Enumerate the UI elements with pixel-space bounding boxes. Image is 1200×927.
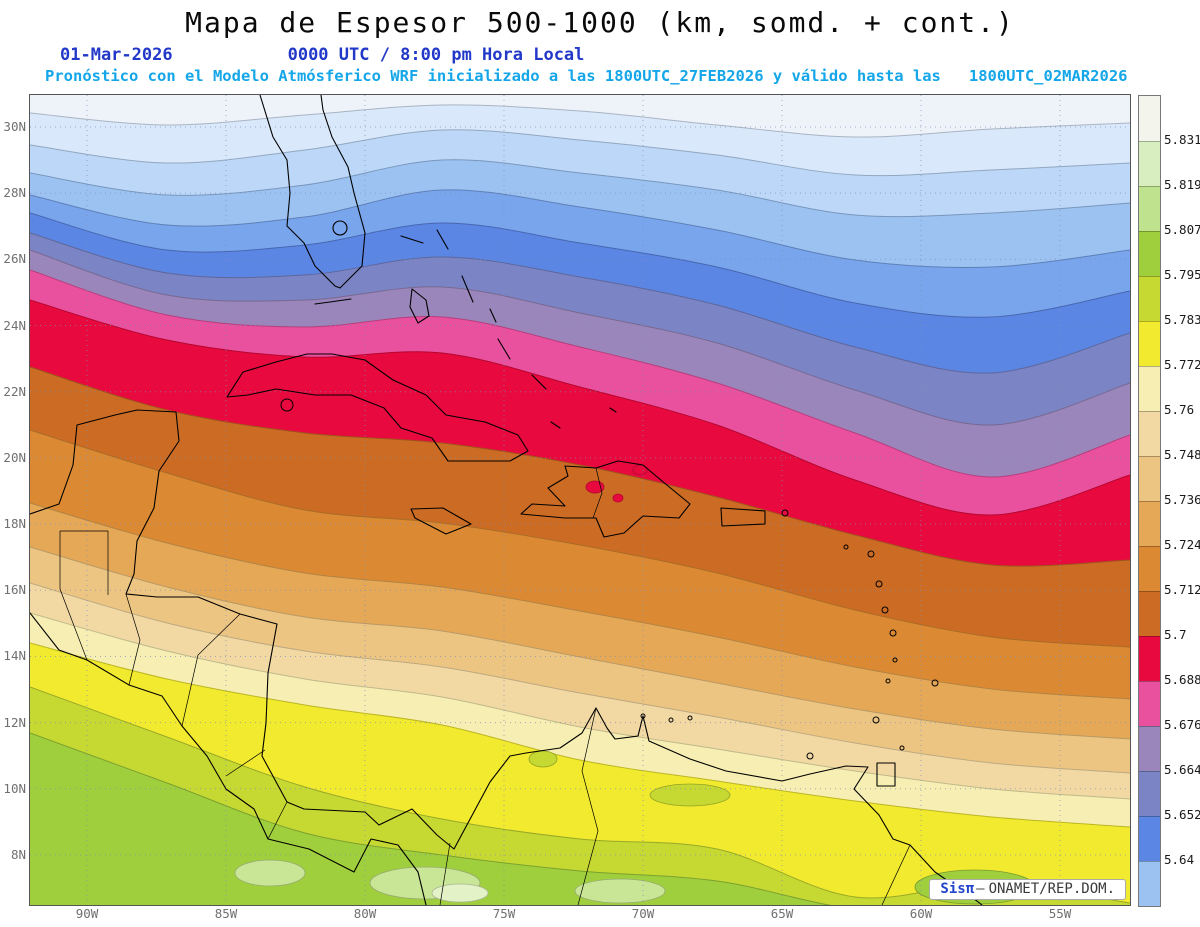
colorbar-segment	[1139, 861, 1160, 906]
lat-label: 14N	[3, 648, 26, 664]
watermark-separator: –	[976, 881, 985, 897]
colorbar-segment	[1139, 546, 1160, 591]
colorbar-segment	[1139, 96, 1160, 141]
colorbar-segment	[1139, 411, 1160, 456]
colorbar-value-label: 5.676	[1164, 717, 1200, 732]
run-datetime-line: 01-Mar-2026 0000 UTC / 8:00 pm Hora Local	[60, 45, 584, 65]
lat-label: 28N	[3, 185, 26, 201]
colorbar-segment	[1139, 456, 1160, 501]
lat-label: 8N	[10, 846, 26, 862]
colorbar-value-label: 5.7	[1164, 627, 1187, 642]
colorbar-segment	[1139, 366, 1160, 411]
lat-label: 26N	[3, 251, 26, 267]
lon-label: 80W	[353, 906, 377, 921]
colorbar-segment	[1139, 681, 1160, 726]
colorbar	[1138, 95, 1161, 907]
colorbar-segment	[1139, 591, 1160, 636]
forecast-text: Pronóstico con el Modelo Atmósferico WRF…	[45, 67, 941, 85]
forecast-line: Pronóstico con el Modelo Atmósferico WRF…	[45, 67, 1128, 85]
colorbar-segment	[1139, 726, 1160, 771]
lon-label: 85W	[214, 906, 238, 921]
colorbar-segment	[1139, 771, 1160, 816]
thickness-map-svg	[30, 95, 1130, 905]
lon-label: 65W	[770, 906, 794, 921]
colorbar-value-label: 5.76	[1164, 402, 1195, 417]
colorbar-value-label: 5.712	[1164, 582, 1200, 597]
lat-label: 12N	[3, 714, 26, 730]
run-time: 0000 UTC / 8:00 pm Hora Local	[287, 45, 585, 65]
colorbar-value-label: 5.807	[1164, 222, 1200, 237]
colorbar-value-label: 5.772	[1164, 357, 1200, 372]
watermark-org: ONAMET/REP.DOM.	[988, 881, 1115, 897]
watermark-brand: Sisπ	[940, 881, 975, 897]
colorbar-segment	[1139, 636, 1160, 681]
page-title: Mapa de Espesor 500-1000 (km, somd. + co…	[185, 6, 1015, 39]
colorbar-value-label: 5.652	[1164, 807, 1200, 822]
lat-label: 16N	[3, 582, 26, 598]
colorbar-value-label: 5.748	[1164, 447, 1200, 462]
colorbar-segment	[1139, 501, 1160, 546]
colorbar-value-label: 5.795	[1164, 267, 1200, 282]
forecast-valid-time: 1800UTC_02MAR2026	[968, 67, 1128, 85]
colorbar-segment	[1139, 231, 1160, 276]
lat-label: 24N	[3, 317, 26, 333]
colorbar-segment	[1139, 141, 1160, 186]
colorbar-segment	[1139, 816, 1160, 861]
lon-label: 55W	[1048, 906, 1072, 921]
colorbar-value-label: 5.831	[1164, 132, 1200, 147]
lon-label: 90W	[75, 906, 99, 921]
colorbar-value-label: 5.688	[1164, 672, 1200, 687]
watermark: Sisπ – ONAMET/REP.DOM.	[929, 879, 1126, 900]
colorbar-value-label: 5.819	[1164, 177, 1200, 192]
lon-label: 70W	[631, 906, 655, 921]
lat-label: 30N	[3, 119, 26, 134]
lat-label: 18N	[3, 516, 26, 532]
colorbar-value-label: 5.64	[1164, 852, 1195, 867]
lat-label: 22N	[3, 383, 26, 399]
colorbar-segment	[1139, 186, 1160, 231]
lon-label: 60W	[909, 906, 933, 921]
colorbar-value-label: 5.724	[1164, 537, 1200, 552]
colorbar-value-label: 5.664	[1164, 762, 1200, 777]
colorbar-value-label: 5.736	[1164, 492, 1200, 507]
colorbar-value-label: 5.783	[1164, 312, 1200, 327]
map-frame: Sisπ – ONAMET/REP.DOM.	[29, 94, 1131, 906]
run-date: 01-Mar-2026	[60, 45, 173, 65]
colorbar-segment	[1139, 321, 1160, 366]
colorbar-segment	[1139, 276, 1160, 321]
lon-label: 75W	[492, 906, 516, 921]
lat-label: 20N	[3, 449, 26, 465]
lat-label: 10N	[3, 780, 26, 796]
